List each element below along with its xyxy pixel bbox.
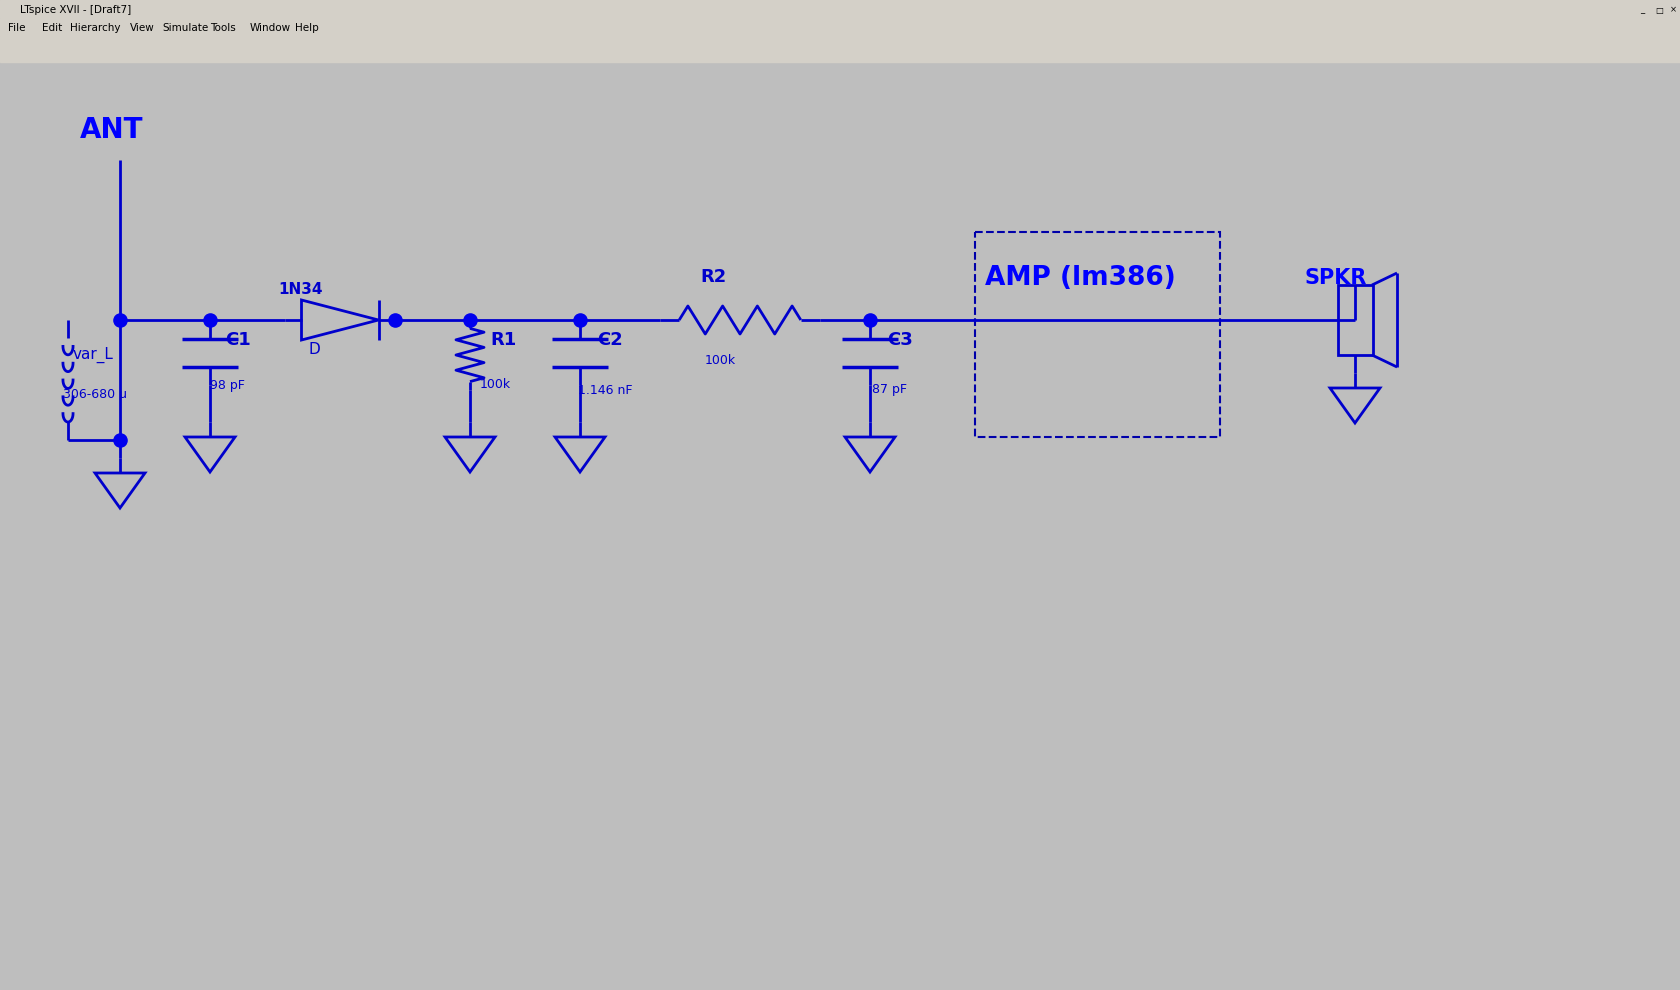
Text: Simulate: Simulate xyxy=(161,23,208,33)
Text: View: View xyxy=(129,23,155,33)
Text: R1: R1 xyxy=(491,331,516,349)
Point xyxy=(457,312,484,328)
Text: 100k: 100k xyxy=(706,353,736,366)
Text: File: File xyxy=(8,23,25,33)
Text: var_L: var_L xyxy=(72,346,114,363)
Text: LTspice XVII - [Draft7]: LTspice XVII - [Draft7] xyxy=(20,5,131,15)
Text: D: D xyxy=(307,343,319,357)
Point xyxy=(106,312,133,328)
Text: 306-680 u: 306-680 u xyxy=(64,388,128,402)
Bar xyxy=(974,232,1220,437)
Text: C1: C1 xyxy=(225,331,250,349)
Text: □: □ xyxy=(1655,6,1663,15)
Bar xyxy=(0,18,1680,36)
Point xyxy=(106,432,133,447)
Text: Tools: Tools xyxy=(210,23,235,33)
Text: Help: Help xyxy=(296,23,319,33)
Text: ANT: ANT xyxy=(81,116,143,144)
Text: 98 pF: 98 pF xyxy=(210,378,245,391)
Text: R2: R2 xyxy=(701,268,726,286)
Text: SPKR: SPKR xyxy=(1305,268,1368,288)
Text: C3: C3 xyxy=(887,331,912,349)
Text: 1.146 nF: 1.146 nF xyxy=(578,383,632,397)
Point xyxy=(381,312,408,328)
Bar xyxy=(1337,285,1373,355)
Text: Hierarchy: Hierarchy xyxy=(71,23,121,33)
Text: ×: × xyxy=(1670,6,1677,15)
Text: AMP (lm386): AMP (lm386) xyxy=(984,265,1176,291)
Text: 100k: 100k xyxy=(480,378,511,391)
Text: _: _ xyxy=(1640,6,1645,15)
Point xyxy=(857,312,884,328)
Text: Window: Window xyxy=(250,23,291,33)
Text: 1N34: 1N34 xyxy=(277,282,323,298)
Bar xyxy=(0,0,1680,18)
Text: C2: C2 xyxy=(596,331,623,349)
Point xyxy=(566,312,593,328)
Bar xyxy=(0,36,1680,62)
Point xyxy=(197,312,223,328)
Text: 87 pF: 87 pF xyxy=(872,383,907,397)
Text: Edit: Edit xyxy=(42,23,62,33)
